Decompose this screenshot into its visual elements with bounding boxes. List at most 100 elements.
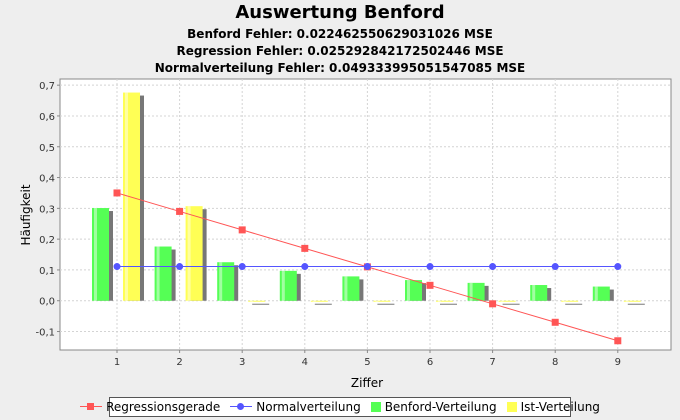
data-point bbox=[363, 263, 371, 271]
chart-title: Auswertung Benford bbox=[235, 2, 445, 23]
data-point bbox=[426, 263, 434, 271]
bars bbox=[92, 92, 645, 305]
legend-label-regression: Regressionsgerade bbox=[106, 400, 221, 414]
bar bbox=[592, 286, 610, 301]
bar bbox=[405, 280, 422, 301]
data-point bbox=[113, 263, 121, 271]
data-point bbox=[301, 244, 309, 252]
legend-item-ist: Ist-Verteilung bbox=[506, 400, 600, 414]
bar-shadow bbox=[252, 303, 270, 305]
data-point bbox=[614, 263, 622, 271]
bar-highlight bbox=[312, 300, 316, 302]
bar bbox=[373, 300, 391, 302]
legend-marker-regression bbox=[80, 402, 103, 412]
y-tick-label: 0,1 bbox=[39, 266, 55, 277]
data-point bbox=[113, 189, 121, 197]
bar-highlight bbox=[563, 300, 567, 302]
data-point bbox=[238, 226, 246, 234]
bar bbox=[436, 300, 453, 302]
chart-subtitle-benford: Benford Fehler: 0.022462550629031026 MSE bbox=[187, 27, 493, 41]
bar-shadow bbox=[565, 303, 583, 305]
x-tick-label: 4 bbox=[302, 357, 308, 368]
legend-item-regression: Regressionsgerade bbox=[80, 400, 220, 414]
chart-subtitle-regression: Regression Fehler: 0.025292842172502446 … bbox=[176, 44, 504, 58]
y-axis-label: Häufigkeit bbox=[19, 184, 33, 245]
data-point bbox=[238, 263, 246, 271]
x-tick-label: 1 bbox=[114, 357, 120, 368]
markers bbox=[113, 189, 622, 345]
bar-highlight bbox=[219, 262, 223, 301]
bar bbox=[185, 206, 203, 301]
data-point bbox=[426, 281, 434, 289]
x-tick-label: 5 bbox=[364, 357, 370, 368]
bar-highlight bbox=[407, 280, 410, 301]
data-point bbox=[489, 300, 497, 308]
x-tick-label: 3 bbox=[239, 357, 245, 368]
legend-label-benford: Benford-Verteilung bbox=[384, 400, 497, 414]
y-tick-label: 0,3 bbox=[39, 204, 55, 215]
legend: Regressionsgerade Normalverteilung Benfo… bbox=[80, 397, 600, 417]
bar-shadow bbox=[440, 303, 457, 305]
legend-item-benford: Benford-Verteilung bbox=[370, 400, 497, 414]
data-point bbox=[489, 263, 497, 271]
legend-label-normal: Normalverteilung bbox=[256, 400, 361, 414]
y-tick-label: 0,0 bbox=[39, 297, 55, 308]
data-point bbox=[614, 337, 622, 345]
bar bbox=[623, 300, 641, 302]
data-point bbox=[176, 207, 184, 215]
legend-marker-ist bbox=[506, 402, 517, 412]
chart-area: -0,1 0,0 0,1 0,2 0,3 0,4 0,5 0,6 0,7 1 2 3 4 5 6 7 8 9 Z… bbox=[19, 78, 672, 390]
legend-label-ist: Ist-Verteilung bbox=[520, 400, 600, 414]
x-axis-label: Ziffer bbox=[351, 376, 383, 390]
y-tick-label: 0,6 bbox=[39, 112, 55, 123]
bar-highlight bbox=[125, 92, 128, 301]
bar-highlight bbox=[94, 208, 97, 301]
data-point bbox=[301, 263, 309, 271]
bar-shadow bbox=[314, 303, 332, 305]
legend-item-normal: Normalverteilung bbox=[230, 400, 361, 414]
bar-highlight bbox=[625, 300, 629, 302]
bar bbox=[467, 282, 485, 301]
grid-lines bbox=[60, 79, 671, 350]
bar bbox=[248, 300, 266, 302]
bar-shadow bbox=[377, 303, 395, 305]
y-axis-ticks: -0,1 0,0 0,1 0,2 0,3 0,4 0,5 0,6 0,7 bbox=[35, 81, 60, 339]
data-point bbox=[176, 263, 184, 271]
bar bbox=[123, 92, 140, 301]
bar-highlight bbox=[250, 300, 254, 302]
bar bbox=[279, 270, 297, 301]
bar bbox=[154, 246, 172, 301]
x-tick-label: 8 bbox=[552, 357, 558, 368]
bar-shadow bbox=[502, 303, 520, 305]
bar bbox=[498, 300, 516, 302]
bar bbox=[92, 208, 109, 301]
bar-highlight bbox=[187, 206, 191, 301]
bar-highlight bbox=[375, 300, 379, 302]
x-tick-label: 7 bbox=[489, 357, 495, 368]
bar-highlight bbox=[500, 300, 504, 302]
y-tick-label: -0,1 bbox=[35, 328, 55, 339]
bar bbox=[217, 262, 235, 301]
legend-marker-benford bbox=[370, 402, 381, 412]
x-tick-label: 9 bbox=[615, 357, 621, 368]
y-tick-label: 0,4 bbox=[39, 174, 55, 185]
bar bbox=[530, 285, 548, 301]
bar-highlight bbox=[438, 300, 441, 302]
bar-highlight bbox=[594, 286, 598, 301]
bar bbox=[342, 276, 360, 301]
y-tick-label: 0,2 bbox=[39, 235, 55, 246]
bar bbox=[561, 300, 579, 302]
data-point bbox=[551, 263, 559, 271]
bar-highlight bbox=[469, 282, 473, 301]
bar-highlight bbox=[344, 276, 348, 301]
chart-subtitle-normal: Normalverteilung Fehler: 0.0493339950515… bbox=[154, 61, 526, 75]
x-tick-label: 6 bbox=[427, 357, 433, 368]
bar-highlight bbox=[532, 285, 536, 301]
y-tick-label: 0,5 bbox=[39, 143, 55, 154]
bar bbox=[310, 300, 328, 302]
bar-highlight bbox=[156, 246, 160, 301]
x-axis-ticks: 1 2 3 4 5 6 7 8 9 bbox=[114, 350, 621, 368]
bar-highlight bbox=[281, 270, 285, 301]
bar-shadow bbox=[627, 303, 645, 305]
data-point bbox=[551, 318, 559, 326]
